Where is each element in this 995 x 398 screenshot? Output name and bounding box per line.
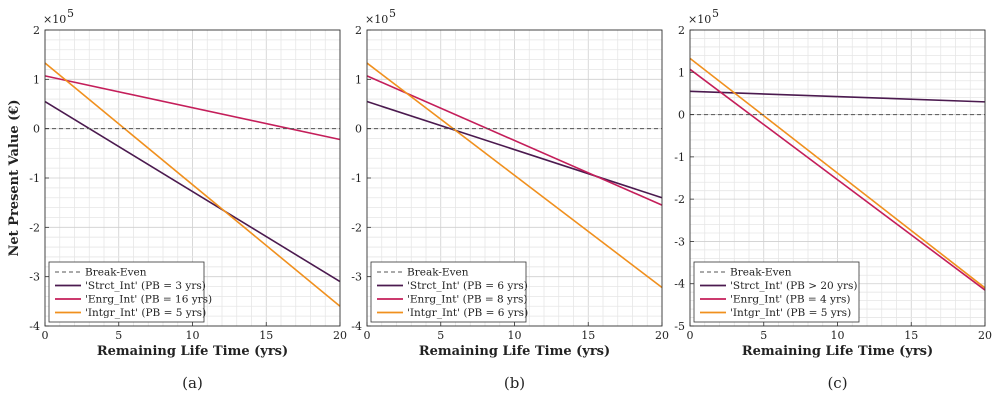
y-multiplier: ×10 xyxy=(688,13,711,26)
legend: Break-Even'Strct_Int' (PB > 20 yrs) 'Enrg… xyxy=(693,261,860,323)
x-tick-label: 5 xyxy=(115,329,122,342)
panel-caption: (a) xyxy=(182,374,203,392)
legend: Break-Even'Strct_Int' (PB = 3 yrs) 'Enrg_… xyxy=(48,261,212,323)
y-tick-label: -5 xyxy=(674,320,685,333)
panel-caption: (b) xyxy=(504,374,525,392)
y-tick-label: 2 xyxy=(678,24,685,37)
x-axis-label: Remaining Life Time (yrs) xyxy=(742,344,933,359)
y-tick-label: 0 xyxy=(33,123,40,136)
y-tick-label: 0 xyxy=(678,109,685,122)
series-line-intgr xyxy=(689,57,986,289)
y-tick-label: 2 xyxy=(355,24,362,37)
x-tick-label: 5 xyxy=(760,329,767,342)
series-line-intgr xyxy=(44,62,341,307)
series-line-intgr xyxy=(366,62,663,289)
x-tick-label: 0 xyxy=(364,329,371,342)
legend-entry: Break-Even xyxy=(85,267,147,279)
legend: Break-Even'Strct_Int' (PB = 6 yrs) 'Enrg_… xyxy=(370,261,528,323)
x-tick-label: 10 xyxy=(508,329,522,342)
x-tick-label: 20 xyxy=(333,329,347,342)
y-tick-label: -1 xyxy=(29,172,40,185)
x-tick-label: 15 xyxy=(904,329,918,342)
x-tick-label: 10 xyxy=(831,329,845,342)
y-tick-label: -3 xyxy=(674,235,685,248)
series-line-enrg xyxy=(366,75,663,206)
legend-entry: Break-Even xyxy=(407,267,469,279)
y-tick-label: -4 xyxy=(29,320,40,333)
y-multiplier-exp: 5 xyxy=(67,7,74,20)
y-tick-label: -1 xyxy=(674,151,685,164)
legend-entry: 'Intgr_Int' (PB = 5 yrs) xyxy=(85,307,206,319)
series-line-strct xyxy=(44,100,341,283)
legend-entry: 'Enrg_Int' (PB = 16 yrs) xyxy=(85,294,212,306)
y-tick-label: -4 xyxy=(351,320,362,333)
y-tick-label: 1 xyxy=(678,66,685,79)
x-tick-label: 10 xyxy=(186,329,200,342)
x-tick-label: 15 xyxy=(581,329,595,342)
y-tick-label: -2 xyxy=(674,193,685,206)
y-tick-label: -3 xyxy=(29,271,40,284)
series-line-enrg xyxy=(689,68,986,291)
y-tick-label: -1 xyxy=(351,172,362,185)
x-tick-label: 5 xyxy=(437,329,444,342)
y-multiplier-exp: 5 xyxy=(712,7,719,20)
y-multiplier-exp: 5 xyxy=(389,7,396,20)
panel-caption: (c) xyxy=(827,374,847,392)
y-multiplier: ×10 xyxy=(43,13,66,26)
legend-entry: 'Intgr_Int' (PB = 5 yrs) xyxy=(730,307,851,319)
y-tick-label: -4 xyxy=(674,278,685,291)
series-line-strct xyxy=(366,100,663,199)
legend-entry: Break-Even xyxy=(730,267,792,279)
legend-entry: 'Strct_Int' (PB = 6 yrs) xyxy=(407,280,528,292)
x-tick-label: 20 xyxy=(655,329,669,342)
x-tick-label: 15 xyxy=(259,329,273,342)
y-tick-label: 2 xyxy=(33,24,40,37)
x-tick-label: 20 xyxy=(978,329,992,342)
y-tick-label: -2 xyxy=(351,221,362,234)
y-axis-label: Net Present Value (€) xyxy=(7,99,22,256)
x-axis-label: Remaining Life Time (yrs) xyxy=(97,344,288,359)
x-tick-label: 0 xyxy=(687,329,694,342)
x-tick-label: 0 xyxy=(42,329,49,342)
y-tick-label: 0 xyxy=(355,123,362,136)
legend-entry: 'Strct_Int' (PB > 20 yrs) xyxy=(730,280,858,292)
legend-entry: 'Enrg_Int' (PB = 4 yrs) xyxy=(730,294,850,306)
x-axis-label: Remaining Life Time (yrs) xyxy=(419,344,610,359)
y-tick-label: 1 xyxy=(33,73,40,86)
series-line-strct xyxy=(689,90,986,103)
y-multiplier: ×10 xyxy=(365,13,388,26)
y-tick-label: -3 xyxy=(351,271,362,284)
legend-entry: 'Enrg_Int' (PB = 8 yrs) xyxy=(407,294,527,306)
legend-entry: 'Intgr_Int' (PB = 6 yrs) xyxy=(407,307,528,319)
legend-entry: 'Strct_Int' (PB = 3 yrs) xyxy=(85,280,206,292)
y-tick-label: -2 xyxy=(29,221,40,234)
y-tick-label: 1 xyxy=(355,73,362,86)
